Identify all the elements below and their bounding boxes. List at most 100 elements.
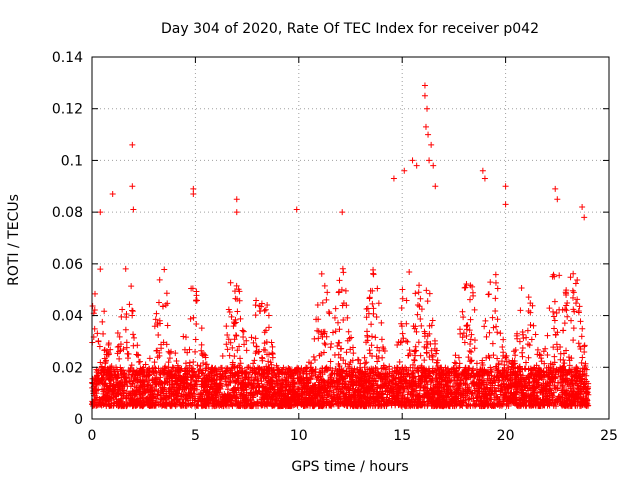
data-point [378,319,385,326]
data-point [320,349,327,356]
data-point [165,359,172,366]
grid-lines [92,57,609,419]
data-point [492,295,499,302]
data-point [483,354,490,361]
data-points [89,82,592,410]
data-point [231,320,238,327]
data-point [97,266,104,273]
data-point [550,308,557,315]
data-point [561,360,568,367]
data-point [219,352,226,359]
data-point [500,336,507,343]
data-point [409,361,416,368]
data-point [99,318,106,325]
data-point [361,354,368,361]
data-point [491,384,498,391]
data-point [467,296,474,303]
data-point [116,355,123,362]
data-point [462,284,469,291]
data-point [399,295,406,302]
data-point [374,344,381,351]
data-point [311,356,318,363]
data-point [240,334,247,341]
data-point [502,354,509,361]
data-point [482,317,489,324]
data-point [250,360,257,367]
data-point [380,362,387,369]
data-point [237,355,244,362]
data-point [161,266,168,273]
data-point [546,305,553,312]
data-point [160,339,167,346]
data-point [193,321,200,328]
data-point [131,334,138,341]
data-point [192,348,199,355]
data-point [398,323,405,330]
data-point [452,352,459,359]
data-point [124,355,131,362]
data-point [429,353,436,360]
data-point [265,312,272,319]
data-point [490,352,497,359]
chart-title: Day 304 of 2020, Rate Of TEC Index for r… [161,21,539,37]
data-point [564,300,571,307]
data-point [570,270,577,277]
data-point [398,304,405,311]
data-point [519,353,526,360]
data-point [248,334,255,341]
data-point [258,378,265,385]
data-point [399,330,406,337]
data-point [378,336,385,343]
data-point [164,322,171,329]
data-point [101,347,108,354]
data-point [269,354,276,361]
data-point [524,374,531,381]
data-point [369,300,376,307]
data-point [123,344,130,351]
data-point [153,310,160,317]
data-point [489,314,496,321]
data-point [331,314,338,321]
data-point [466,327,473,334]
data-point [173,357,180,364]
data-point [316,352,323,359]
data-point [414,311,421,318]
data-point [417,352,424,359]
data-point [455,354,462,361]
data-point [467,282,474,289]
data-point [322,341,329,348]
data-point [340,317,347,324]
data-point [569,287,576,294]
data-point [122,326,129,333]
data-point [166,355,173,362]
data-point [182,360,189,367]
data-point [564,313,571,320]
data-point [135,358,142,365]
data-point [151,323,158,330]
data-point [326,310,333,317]
data-point [461,284,468,291]
data-point [494,285,501,292]
data-point [551,298,558,305]
data-point [433,350,440,357]
data-point [471,306,478,313]
data-point [575,307,582,314]
data-point [343,349,350,356]
data-point [224,346,231,353]
data-point [340,269,347,276]
data-point [394,341,401,348]
data-point [399,286,406,293]
data-point [339,265,346,272]
data-point [227,279,234,286]
data-point [182,334,189,341]
data-point [328,340,335,347]
data-point [527,322,534,329]
data-point [578,359,585,366]
data-point [459,334,466,341]
data-point [468,357,475,364]
data-point [500,349,507,356]
data-point [459,308,466,315]
data-point [162,302,169,309]
data-point [233,332,240,339]
